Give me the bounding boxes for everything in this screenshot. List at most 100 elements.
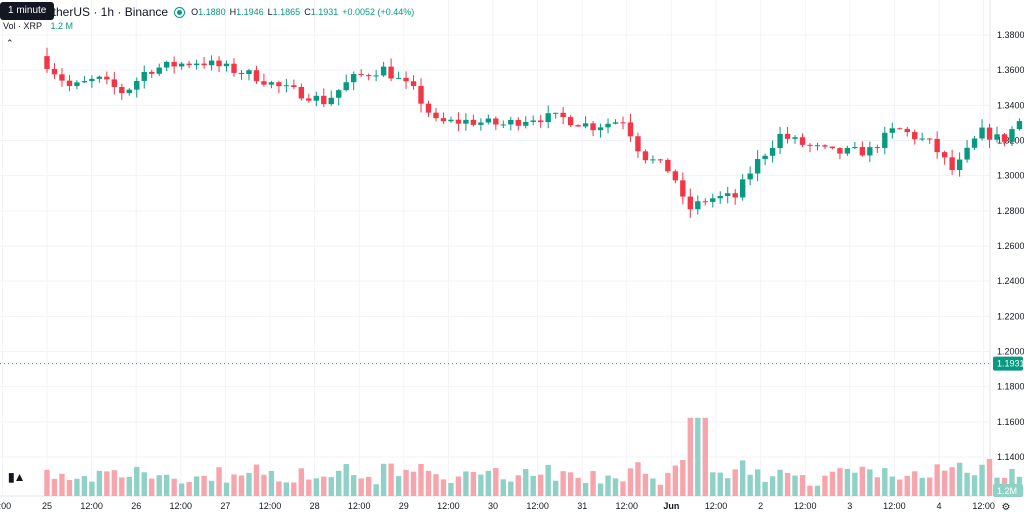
volume-bar [425,470,432,496]
candle-body [590,123,596,131]
candle-body [493,118,499,125]
candle-body [642,151,649,161]
volume-bar [276,481,282,496]
volume-bar [702,417,708,496]
volume-bar [635,462,641,496]
volume-bar [545,464,551,496]
candle-body [754,159,761,174]
candle-body [672,171,679,181]
candle-body [523,121,529,126]
volume-bar [725,478,731,496]
candle-body [388,66,394,79]
volume-legend: Vol · XRP 1.2 M [3,20,77,32]
volume-bar [590,471,596,496]
volume-value: 1.2 M [50,21,74,31]
candle-body [216,60,222,67]
x-tick-label: 25 [42,501,52,511]
candle-body [186,63,192,66]
volume-bar [837,468,843,496]
gear-icon[interactable]: ⚙ [1002,502,1011,512]
candle-body [231,63,237,73]
candle-body [1009,129,1015,142]
candle-body [283,85,290,87]
candle-body [650,159,656,161]
volume-bar [478,474,484,496]
x-tick-label: 12:00 [794,501,817,511]
last-price-label: 1.1931 [997,359,1024,369]
volume-bar [388,463,394,496]
candle-body [66,80,73,86]
candle-body [575,125,581,127]
candle-body [291,85,297,87]
volume-bar [627,468,634,496]
candle-body [710,198,716,202]
volume-bar [261,474,267,496]
volume-bar [934,464,940,496]
candle-body [313,95,319,101]
candle-body [792,137,798,139]
candle-body [328,97,334,105]
volume-bar [560,471,566,496]
candle-body [979,127,985,139]
candle-body [463,119,469,124]
candle-body [799,137,806,145]
x-tick-label: Jun [663,501,679,511]
volume-bar [500,479,506,496]
volume-bar [814,485,821,496]
x-tick-label: 12:00 [170,501,193,511]
x-tick-label: 12:00 [80,501,103,511]
volume-bar [949,467,955,496]
volume-bar [986,458,993,496]
y-tick-label: 1.3400 [997,100,1024,110]
volume-bar [410,471,417,496]
candle-body [919,138,925,140]
volume-bar [380,463,387,496]
candle-body [119,86,125,94]
volume-bar [597,483,604,496]
volume-bar [463,471,469,496]
symbol-title[interactable]: TetherUS · 1h · Binance [40,5,169,19]
candle-body [134,80,140,90]
volume-bar [395,476,402,496]
candle-body [530,120,536,122]
volume-bar [238,475,245,496]
volume-bar [897,479,903,496]
volume-bar [964,472,970,496]
market-status-icon [174,6,186,18]
candle-body [336,90,342,98]
candle-body [1001,134,1008,142]
candle-body [141,71,147,81]
x-tick-label: 4 [936,501,941,511]
volume-bar [104,471,110,496]
candle-body [403,77,409,82]
candle-body [96,76,103,79]
volume-bar [762,481,768,496]
volume-bar [754,469,761,496]
candle-body [620,122,626,124]
candle-body [956,159,963,171]
candle-body [687,196,694,210]
candle-body [941,152,948,158]
volume-bar [620,481,626,496]
chevron-up-icon[interactable]: ⌃ [6,38,14,48]
candle-body [238,72,245,75]
volume-bar [515,475,521,496]
x-tick-label: 12:00 [972,501,995,511]
x-tick-label: 12:00 [259,501,282,511]
x-tick-label: 2:00 [0,501,11,511]
candle-body [784,133,791,139]
candle-body [844,147,851,154]
volume-bar [530,475,536,496]
volume-bar [186,482,192,496]
volume-bar [956,462,963,496]
last-volume-label: 1.2M [997,486,1017,496]
candle-body [395,77,402,79]
candle-body [44,56,50,69]
candle-body [156,67,162,74]
candle-body [545,113,551,123]
candle-body [268,82,275,85]
volume-bar [178,483,185,496]
close-value: 1.1931 [310,7,339,17]
y-tick-label: 1.3000 [997,171,1024,181]
